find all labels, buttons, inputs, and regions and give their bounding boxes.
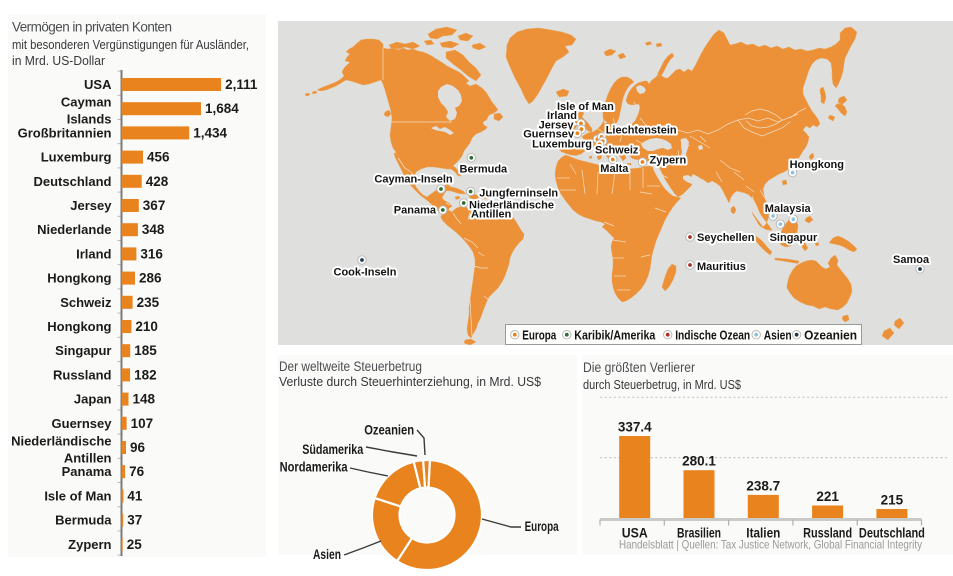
- svg-text:Europa: Europa: [525, 519, 559, 534]
- svg-text:Zypern: Zypern: [68, 537, 111, 552]
- svg-text:Mauritius: Mauritius: [697, 261, 746, 273]
- svg-text:Handelsblatt | Quellen: Tax Ju: Handelsblatt | Quellen: Tax Justice Netw…: [619, 538, 922, 552]
- svg-text:Luxemburg: Luxemburg: [41, 150, 112, 165]
- svg-text:Deutschland: Deutschland: [859, 526, 925, 541]
- svg-text:Cook-Inseln: Cook-Inseln: [334, 267, 397, 279]
- svg-text:Asien: Asien: [313, 547, 341, 562]
- svg-text:Bermuda: Bermuda: [55, 513, 112, 528]
- svg-text:Vermögen in privaten Konten: Vermögen in privaten Konten: [12, 20, 172, 35]
- svg-text:durch Steuerbetrug, in Mrd. US: durch Steuerbetrug, in Mrd. US$: [583, 377, 742, 392]
- svg-text:Hongkong: Hongkong: [790, 159, 844, 171]
- svg-text:238.7: 238.7: [746, 478, 780, 493]
- svg-text:Jungferninseln: Jungferninseln: [479, 188, 558, 200]
- svg-text:Brasilien: Brasilien: [677, 526, 721, 541]
- svg-text:Deutschland: Deutschland: [33, 174, 111, 189]
- svg-text:Malta: Malta: [600, 163, 629, 175]
- svg-text:in Mrd. US-Dollar: in Mrd. US-Dollar: [12, 54, 105, 68]
- svg-text:mit besonderen Vergünstigungen: mit besonderen Vergünstigungen für Auslä…: [12, 38, 249, 52]
- svg-text:Die größten Verlierer: Die größten Verlierer: [583, 359, 695, 375]
- svg-text:Niederländische: Niederländische: [11, 434, 111, 449]
- svg-text:Hongkong: Hongkong: [47, 319, 111, 334]
- svg-text:Luxemburg: Luxemburg: [532, 139, 592, 151]
- svg-text:25: 25: [127, 537, 143, 552]
- svg-text:1,434: 1,434: [193, 125, 227, 140]
- svg-text:182: 182: [134, 367, 157, 382]
- svg-text:76: 76: [129, 464, 145, 479]
- svg-text:Isle of Man: Isle of Man: [44, 488, 111, 503]
- svg-text:Ozeanien: Ozeanien: [364, 423, 414, 438]
- svg-text:Singapur: Singapur: [770, 232, 818, 244]
- svg-text:Samoa: Samoa: [893, 254, 930, 266]
- svg-text:221: 221: [816, 489, 839, 504]
- svg-text:185: 185: [134, 343, 157, 358]
- svg-text:337.4: 337.4: [618, 420, 652, 435]
- svg-text:Asien: Asien: [764, 328, 792, 342]
- svg-text:Guernsey: Guernsey: [523, 129, 575, 141]
- svg-text:USA: USA: [84, 77, 112, 92]
- svg-text:Antillen: Antillen: [64, 451, 112, 466]
- svg-text:Italien: Italien: [746, 526, 780, 541]
- svg-text:37: 37: [127, 513, 142, 528]
- svg-text:Seychellen: Seychellen: [697, 232, 755, 244]
- svg-text:Antillen: Antillen: [471, 209, 512, 221]
- svg-text:Russland: Russland: [803, 526, 852, 541]
- svg-text:Panama: Panama: [394, 205, 437, 217]
- svg-text:235: 235: [137, 295, 160, 310]
- svg-text:Großbritannien: Großbritannien: [18, 125, 112, 140]
- svg-text:Russland: Russland: [53, 367, 112, 382]
- svg-text:Irland: Irland: [76, 246, 111, 261]
- svg-text:Panama: Panama: [62, 464, 113, 479]
- svg-text:148: 148: [133, 392, 156, 407]
- svg-text:Irland: Irland: [547, 110, 577, 122]
- svg-text:348: 348: [142, 222, 165, 237]
- svg-text:Zypern: Zypern: [650, 155, 687, 167]
- svg-text:456: 456: [147, 150, 170, 165]
- svg-text:280.1: 280.1: [682, 454, 716, 469]
- svg-text:41: 41: [127, 488, 143, 503]
- svg-text:Bermuda: Bermuda: [460, 164, 509, 176]
- svg-text:Japan: Japan: [74, 392, 112, 407]
- svg-text:Niederländische: Niederländische: [469, 200, 554, 212]
- svg-text:Indische Ozean: Indische Ozean: [675, 328, 750, 342]
- svg-text:Ozeanien: Ozeanien: [804, 328, 857, 342]
- svg-text:USA: USA: [622, 526, 648, 541]
- svg-text:Karibik/Amerika: Karibik/Amerika: [574, 328, 656, 342]
- svg-text:107: 107: [131, 416, 154, 431]
- svg-text:316: 316: [140, 246, 163, 261]
- svg-text:215: 215: [881, 493, 904, 508]
- svg-text:Isle of Man: Isle of Man: [557, 101, 614, 113]
- svg-text:Südamerika: Südamerika: [302, 442, 363, 457]
- svg-text:Cayman: Cayman: [61, 95, 112, 110]
- svg-text:Nordamerika: Nordamerika: [280, 460, 348, 475]
- svg-text:Islands: Islands: [67, 112, 112, 127]
- svg-text:2,111: 2,111: [225, 77, 258, 92]
- svg-text:1,684: 1,684: [205, 101, 239, 116]
- svg-text:Schweiz: Schweiz: [60, 295, 112, 310]
- svg-text:367: 367: [143, 198, 166, 213]
- svg-text:Hongkong: Hongkong: [47, 271, 111, 286]
- svg-text:Schweiz: Schweiz: [595, 145, 639, 157]
- svg-text:Jersey: Jersey: [539, 120, 575, 132]
- svg-text:Verluste durch Steuerhinterzie: Verluste durch Steuerhinterziehung, in M…: [279, 374, 542, 389]
- svg-text:Europa: Europa: [522, 328, 557, 342]
- svg-text:Liechtenstein: Liechtenstein: [606, 125, 677, 137]
- svg-text:96: 96: [130, 440, 146, 455]
- svg-text:Guernsey: Guernsey: [52, 416, 113, 431]
- svg-text:Malaysia: Malaysia: [765, 203, 812, 215]
- svg-text:Jersey: Jersey: [70, 198, 112, 213]
- svg-text:286: 286: [139, 271, 162, 286]
- svg-text:Cayman-Inseln: Cayman-Inseln: [374, 174, 453, 186]
- svg-text:Der weltweite Steuerbetrug: Der weltweite Steuerbetrug: [279, 358, 422, 374]
- svg-text:428: 428: [146, 174, 169, 189]
- svg-text:Singapur: Singapur: [55, 343, 111, 358]
- svg-text:210: 210: [135, 319, 158, 334]
- svg-text:Niederlande: Niederlande: [37, 222, 111, 237]
